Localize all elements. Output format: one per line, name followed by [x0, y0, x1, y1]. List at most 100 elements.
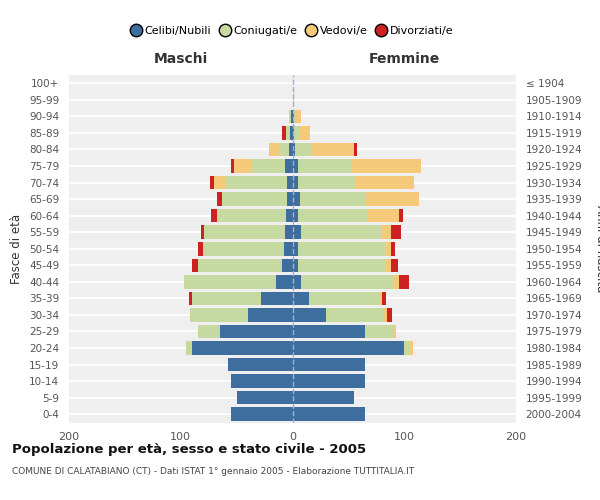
- Bar: [298, 209, 367, 222]
- Bar: [391, 226, 401, 239]
- Bar: [393, 275, 398, 288]
- Bar: [311, 142, 354, 156]
- Bar: [293, 209, 298, 222]
- Bar: [226, 176, 287, 190]
- Bar: [227, 358, 293, 372]
- Bar: [293, 275, 301, 288]
- Bar: [187, 342, 192, 355]
- Y-axis label: Fasce di età: Fasce di età: [10, 214, 23, 284]
- Bar: [293, 391, 354, 404]
- Bar: [293, 192, 301, 206]
- Bar: [203, 242, 284, 256]
- Bar: [293, 176, 298, 190]
- Bar: [287, 176, 293, 190]
- Bar: [356, 176, 415, 190]
- Bar: [197, 242, 203, 256]
- Bar: [188, 292, 192, 305]
- Bar: [391, 242, 395, 256]
- Bar: [292, 110, 293, 123]
- Bar: [231, 159, 235, 173]
- Bar: [293, 142, 295, 156]
- Bar: [284, 159, 293, 173]
- Bar: [379, 292, 382, 305]
- Bar: [184, 275, 276, 288]
- Bar: [382, 292, 386, 305]
- Bar: [192, 342, 293, 355]
- Text: Femmine: Femmine: [368, 52, 440, 66]
- Bar: [326, 308, 384, 322]
- Bar: [298, 176, 356, 190]
- Bar: [301, 275, 393, 288]
- Bar: [284, 226, 293, 239]
- Bar: [248, 308, 293, 322]
- Bar: [293, 258, 298, 272]
- Bar: [201, 226, 204, 239]
- Bar: [365, 192, 419, 206]
- Bar: [192, 258, 197, 272]
- Bar: [211, 209, 217, 222]
- Bar: [286, 126, 290, 140]
- Bar: [190, 308, 248, 322]
- Bar: [279, 142, 289, 156]
- Bar: [217, 192, 222, 206]
- Bar: [296, 110, 301, 123]
- Bar: [382, 226, 391, 239]
- Bar: [293, 374, 365, 388]
- Bar: [385, 242, 391, 256]
- Bar: [231, 408, 293, 421]
- Bar: [293, 358, 365, 372]
- Bar: [398, 209, 403, 222]
- Y-axis label: Anni di nascita: Anni di nascita: [593, 205, 600, 292]
- Bar: [301, 192, 365, 206]
- Bar: [197, 258, 283, 272]
- Bar: [388, 308, 392, 322]
- Bar: [298, 159, 352, 173]
- Bar: [393, 324, 397, 338]
- Bar: [222, 192, 287, 206]
- Bar: [210, 176, 214, 190]
- Bar: [298, 242, 385, 256]
- Bar: [197, 324, 220, 338]
- Bar: [286, 209, 293, 222]
- Bar: [391, 258, 398, 272]
- Bar: [298, 258, 385, 272]
- Text: Maschi: Maschi: [154, 52, 208, 66]
- Bar: [352, 159, 421, 173]
- Bar: [287, 192, 293, 206]
- Bar: [398, 275, 409, 288]
- Bar: [367, 209, 398, 222]
- Bar: [214, 176, 226, 190]
- Bar: [365, 324, 393, 338]
- Bar: [293, 342, 404, 355]
- Bar: [404, 342, 410, 355]
- Bar: [293, 159, 298, 173]
- Bar: [385, 258, 391, 272]
- Bar: [293, 110, 296, 123]
- Bar: [204, 226, 284, 239]
- Bar: [293, 308, 326, 322]
- Bar: [231, 374, 293, 388]
- Bar: [289, 110, 292, 123]
- Bar: [192, 292, 261, 305]
- Bar: [283, 258, 293, 272]
- Legend: Celibi/Nubili, Coniugati/e, Vedovi/e, Divorziati/e: Celibi/Nubili, Coniugati/e, Vedovi/e, Di…: [127, 22, 458, 40]
- Bar: [299, 126, 310, 140]
- Bar: [295, 142, 311, 156]
- Bar: [235, 159, 251, 173]
- Bar: [309, 292, 379, 305]
- Bar: [293, 126, 299, 140]
- Bar: [293, 408, 365, 421]
- Bar: [301, 226, 382, 239]
- Bar: [410, 342, 413, 355]
- Bar: [290, 126, 293, 140]
- Bar: [289, 142, 293, 156]
- Bar: [354, 142, 358, 156]
- Bar: [293, 242, 298, 256]
- Bar: [276, 275, 293, 288]
- Bar: [236, 391, 293, 404]
- Bar: [283, 126, 286, 140]
- Bar: [293, 324, 365, 338]
- Bar: [293, 292, 309, 305]
- Bar: [284, 242, 293, 256]
- Text: Popolazione per età, sesso e stato civile - 2005: Popolazione per età, sesso e stato civil…: [12, 442, 366, 456]
